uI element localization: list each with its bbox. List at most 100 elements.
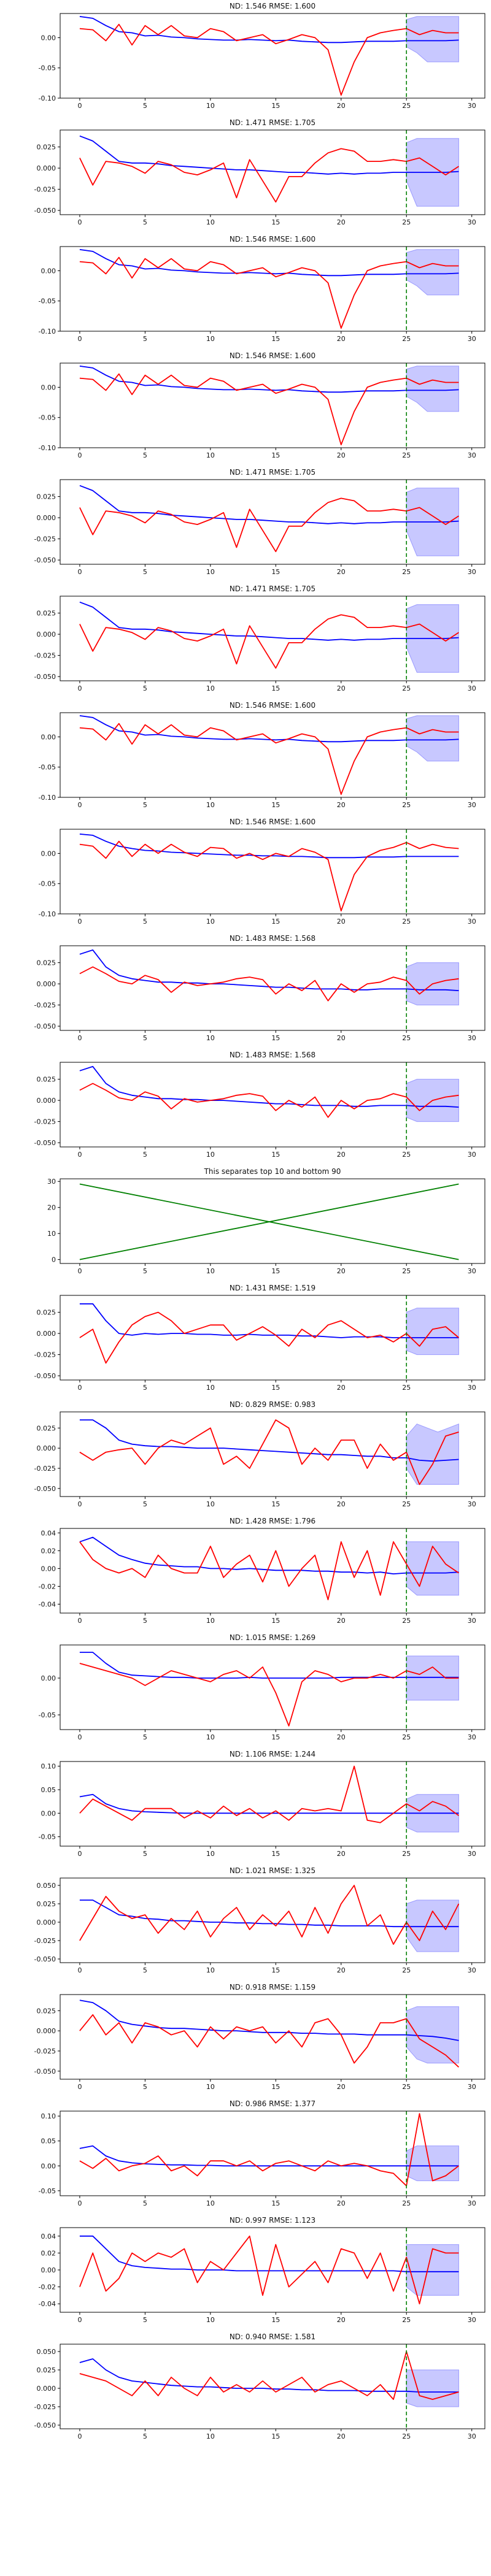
x-tick-label: 10 <box>206 918 215 926</box>
x-tick-label: 30 <box>468 1500 476 1508</box>
uncertainty-band <box>406 2145 459 2182</box>
series-line-primary <box>79 601 459 641</box>
x-tick-label: 20 <box>337 2432 346 2440</box>
x-tick-label: 5 <box>143 1966 147 1974</box>
y-tick-label: -0.04 <box>39 1600 56 1608</box>
plot-frame <box>60 1062 485 1148</box>
x-tick-label: 30 <box>468 1617 476 1625</box>
x-tick-label: 15 <box>271 1034 280 1042</box>
series-line-secondary <box>79 1765 459 1823</box>
series-line-primary <box>79 485 459 524</box>
x-tick-label: 0 <box>77 2083 82 2091</box>
x-tick-label: 25 <box>402 801 411 809</box>
y-tick-label: -0.10 <box>39 444 56 452</box>
chart-title: ND: 1.546 RMSE: 1.600 <box>230 701 315 710</box>
plot-frame <box>60 1644 485 1730</box>
y-tick-label: 0.00 <box>41 34 56 42</box>
chart-title: This separates top 10 and bottom 90 <box>204 1167 341 1176</box>
y-tick-label: -0.10 <box>39 794 56 802</box>
x-tick-label: 5 <box>143 1034 147 1042</box>
y-tick-label: 0.050 <box>37 1882 56 1890</box>
x-tick-label: 25 <box>402 684 411 692</box>
x-tick-label: 0 <box>77 1966 82 1974</box>
y-tick-label: 0.02 <box>41 1547 56 1555</box>
x-tick-label: 0 <box>77 1384 82 1392</box>
x-tick-label: 30 <box>468 2316 476 2324</box>
series-line-primary <box>79 834 459 859</box>
series-line-primary <box>79 1899 459 1928</box>
y-tick-label: 0.025 <box>37 144 56 151</box>
chart-panel: ND: 0.918 RMSE: 1.159 0 5 10 15 20 25 30 0.025 0.… <box>34 1983 485 2091</box>
chart-panel: ND: 1.546 RMSE: 1.600 0 5 10 15 20 25 30 0.00 -0.… <box>39 2 485 110</box>
x-tick-label: 25 <box>402 218 411 226</box>
series-line-primary <box>79 2145 459 2167</box>
series-line-secondary <box>79 256 459 329</box>
x-tick-label: 10 <box>206 1151 215 1159</box>
y-tick-label: -0.10 <box>39 328 56 335</box>
x-tick-label: 30 <box>468 1850 476 1858</box>
x-tick-label: 5 <box>143 1850 147 1858</box>
x-tick-label: 15 <box>271 2199 280 2207</box>
x-tick-label: 30 <box>468 568 476 576</box>
y-tick-label: 0.025 <box>37 1900 56 1908</box>
uncertainty-band <box>406 16 459 63</box>
x-tick-label: 0 <box>77 1151 82 1159</box>
x-tick-label: 30 <box>468 1733 476 1741</box>
x-tick-label: 0 <box>77 335 82 343</box>
y-tick-label: -0.05 <box>39 2187 56 2195</box>
series-line-secondary <box>79 966 459 1002</box>
y-tick-label: 0.00 <box>41 849 56 857</box>
x-tick-label: 10 <box>206 218 215 226</box>
y-tick-label: -0.050 <box>34 1955 56 1963</box>
y-tick-label: -0.025 <box>34 1937 56 1945</box>
series-line-secondary <box>79 148 459 203</box>
series-line-secondary <box>79 497 459 553</box>
chart-panel: ND: 1.546 RMSE: 1.600 0 5 10 15 20 25 30 0.00 -0.… <box>39 351 485 459</box>
x-tick-label: 10 <box>206 1850 215 1858</box>
series-line-secondary <box>79 1541 459 1601</box>
series-line-secondary <box>79 1663 459 1727</box>
x-tick-label: 5 <box>143 335 147 343</box>
series-line-secondary <box>79 1183 459 1260</box>
x-tick-label: 20 <box>337 2083 346 2091</box>
plot-frame <box>60 1178 485 1264</box>
x-tick-label: 20 <box>337 2199 346 2207</box>
x-tick-label: 30 <box>468 218 476 226</box>
x-tick-label: 30 <box>468 451 476 459</box>
y-tick-label: -0.10 <box>39 94 56 102</box>
y-tick-label: -0.05 <box>39 1833 56 1841</box>
chart-title: ND: 1.546 RMSE: 1.600 <box>230 818 315 826</box>
x-tick-label: 5 <box>143 568 147 576</box>
y-tick-label: -0.025 <box>34 535 56 543</box>
x-tick-label: 10 <box>206 1500 215 1508</box>
y-tick-label: 0.05 <box>41 2137 56 2145</box>
x-tick-label: 25 <box>402 2083 411 2091</box>
x-tick-label: 25 <box>402 335 411 343</box>
y-tick-label: 0.000 <box>37 631 56 638</box>
y-tick-label: -0.05 <box>39 64 56 72</box>
series-line-secondary <box>79 373 459 446</box>
x-tick-label: 5 <box>143 2199 147 2207</box>
chart-title: ND: 0.940 RMSE: 1.581 <box>230 2333 315 2341</box>
y-tick-label: -0.025 <box>34 1118 56 1126</box>
chart-panel: ND: 1.015 RMSE: 1.269 0 5 10 15 20 25 30 0.00 -0.… <box>39 1633 485 1741</box>
y-tick-label: -0.050 <box>34 1139 56 1147</box>
x-tick-label: 5 <box>143 2083 147 2091</box>
x-tick-label: 10 <box>206 1384 215 1392</box>
plot-frame <box>60 829 485 914</box>
plot-frame <box>60 1528 485 1614</box>
plot-frame <box>60 362 485 448</box>
x-tick-label: 10 <box>206 335 215 343</box>
chart-title: ND: 1.015 RMSE: 1.269 <box>230 1633 315 1642</box>
x-tick-label: 25 <box>402 1500 411 1508</box>
uncertainty-band <box>406 1899 459 1952</box>
y-tick-label: 0.025 <box>37 2366 56 2374</box>
x-tick-label: 0 <box>77 2199 82 2207</box>
chart-title: ND: 1.428 RMSE: 1.796 <box>230 1517 315 1525</box>
x-tick-label: 0 <box>77 102 82 110</box>
x-tick-label: 20 <box>337 1733 346 1741</box>
series-line-secondary <box>79 1419 459 1485</box>
x-tick-label: 10 <box>206 2316 215 2324</box>
x-tick-label: 5 <box>143 1500 147 1508</box>
